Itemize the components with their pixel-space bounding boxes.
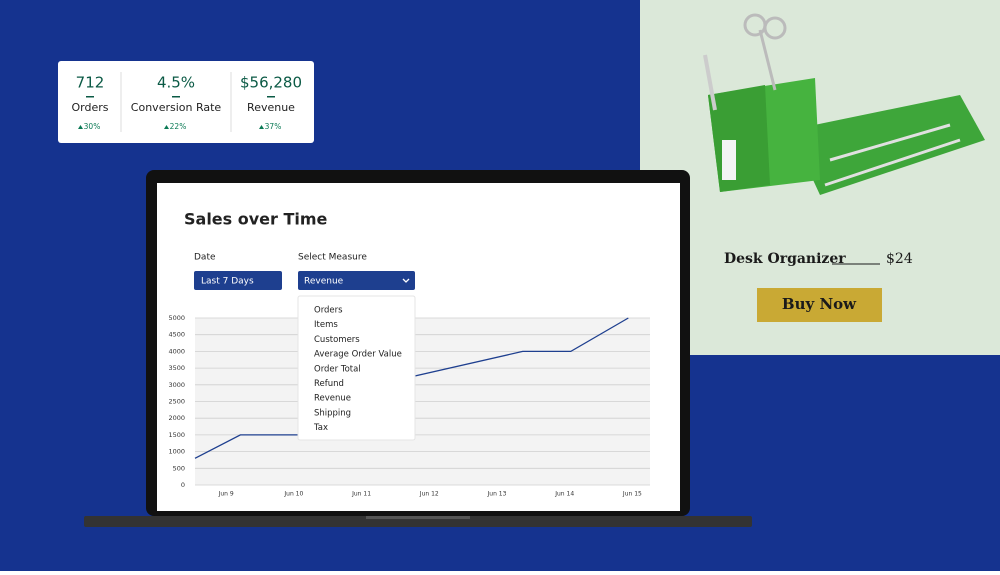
product-image <box>703 13 985 195</box>
stat-dash <box>86 96 94 98</box>
buy-button-label[interactable]: Buy Now <box>782 295 857 313</box>
x-tick-label: Jun 15 <box>622 491 642 498</box>
date-label: Date <box>194 253 216 263</box>
y-tick-label: 2000 <box>168 414 185 422</box>
dropdown-option[interactable]: Customers <box>314 335 360 345</box>
up-arrow <box>259 125 264 129</box>
stat-change: 22% <box>170 122 187 131</box>
x-tick-label: Jun 13 <box>487 491 507 498</box>
product-name: Desk Organizer <box>724 251 846 267</box>
stat-dash <box>172 96 180 98</box>
measure-select[interactable] <box>298 271 415 290</box>
x-tick-label: Jun 14 <box>554 491 574 498</box>
dropdown-option[interactable]: Average Order Value <box>314 350 402 360</box>
stats-card <box>58 61 314 143</box>
y-tick-label: 2500 <box>168 398 185 406</box>
x-tick-label: Jun 10 <box>283 491 303 498</box>
product-price: $24 <box>886 251 913 267</box>
measure-value[interactable]: Revenue <box>304 277 344 287</box>
x-tick-label: Jun 11 <box>351 491 371 498</box>
dropdown <box>297 295 416 441</box>
stat-label: Conversion Rate <box>131 101 222 114</box>
dropdown-option[interactable]: Items <box>314 320 338 330</box>
dropdown-option[interactable]: Tax <box>313 423 328 433</box>
laptop-notch <box>366 516 470 519</box>
stat-change: 37% <box>265 122 282 131</box>
chart-title: Sales over Time <box>184 210 328 229</box>
y-tick-label: 0 <box>181 481 185 489</box>
stat-label: Orders <box>72 101 109 114</box>
y-tick-label: 4500 <box>168 331 185 339</box>
up-arrow <box>78 125 83 129</box>
dropdown-option[interactable]: Order Total <box>314 364 361 374</box>
date-select[interactable] <box>194 271 282 290</box>
stat-value: 4.5% <box>157 74 195 92</box>
stat-change: 30% <box>84 122 101 131</box>
dropdown-option[interactable]: Orders <box>314 306 343 316</box>
y-tick-label: 1000 <box>168 448 185 456</box>
x-tick-label: Jun 9 <box>218 491 234 498</box>
chevron <box>402 278 410 283</box>
stat-value: $56,280 <box>240 74 302 92</box>
dropdown-option[interactable]: Revenue <box>314 394 351 404</box>
dropdown-option[interactable]: Shipping <box>314 408 351 418</box>
y-tick-label: 5000 <box>168 314 185 322</box>
y-tick-label: 1500 <box>168 431 185 439</box>
x-tick-label: Jun 12 <box>419 491 439 498</box>
buy-button[interactable] <box>757 288 882 322</box>
y-tick-label: 3000 <box>168 381 185 389</box>
measure-label: Select Measure <box>298 253 367 263</box>
dropdown-option[interactable]: Refund <box>314 379 344 389</box>
date-value[interactable]: Last 7 Days <box>201 277 254 287</box>
stat-value: 712 <box>76 74 105 92</box>
laptop-base <box>84 516 752 527</box>
y-tick-label: 500 <box>173 464 185 472</box>
y-tick-label: 3500 <box>168 364 185 372</box>
up-arrow <box>164 125 169 129</box>
stat-label: Revenue <box>247 101 295 114</box>
y-tick-label: 4000 <box>168 347 185 355</box>
stat-dash <box>267 96 275 98</box>
